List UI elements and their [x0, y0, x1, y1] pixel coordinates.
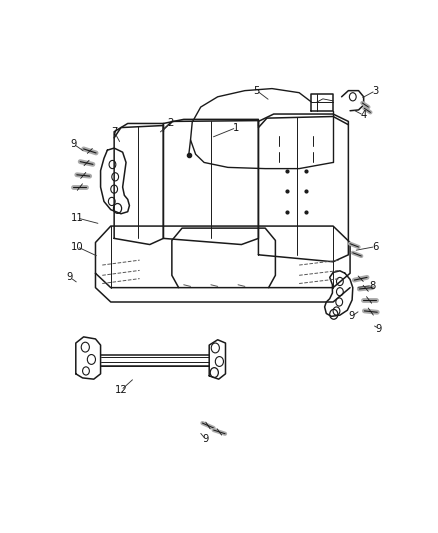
Text: 1: 1 [233, 123, 240, 133]
Text: 9: 9 [70, 139, 77, 149]
Text: 12: 12 [115, 385, 127, 395]
Text: 9: 9 [203, 434, 209, 445]
Text: 11: 11 [71, 213, 83, 223]
Text: 6: 6 [372, 241, 379, 252]
Text: 3: 3 [372, 86, 379, 95]
Text: 9: 9 [376, 324, 382, 334]
Text: 10: 10 [71, 241, 83, 252]
Text: 8: 8 [369, 280, 375, 290]
Text: 9: 9 [349, 311, 355, 321]
Text: 4: 4 [360, 110, 367, 120]
Text: 7: 7 [111, 127, 117, 136]
Text: 9: 9 [67, 272, 73, 282]
Text: 5: 5 [254, 86, 260, 95]
Text: 2: 2 [167, 118, 173, 128]
